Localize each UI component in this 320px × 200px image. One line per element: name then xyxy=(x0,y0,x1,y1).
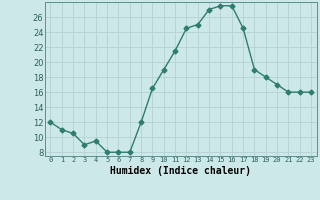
X-axis label: Humidex (Indice chaleur): Humidex (Indice chaleur) xyxy=(110,166,251,176)
